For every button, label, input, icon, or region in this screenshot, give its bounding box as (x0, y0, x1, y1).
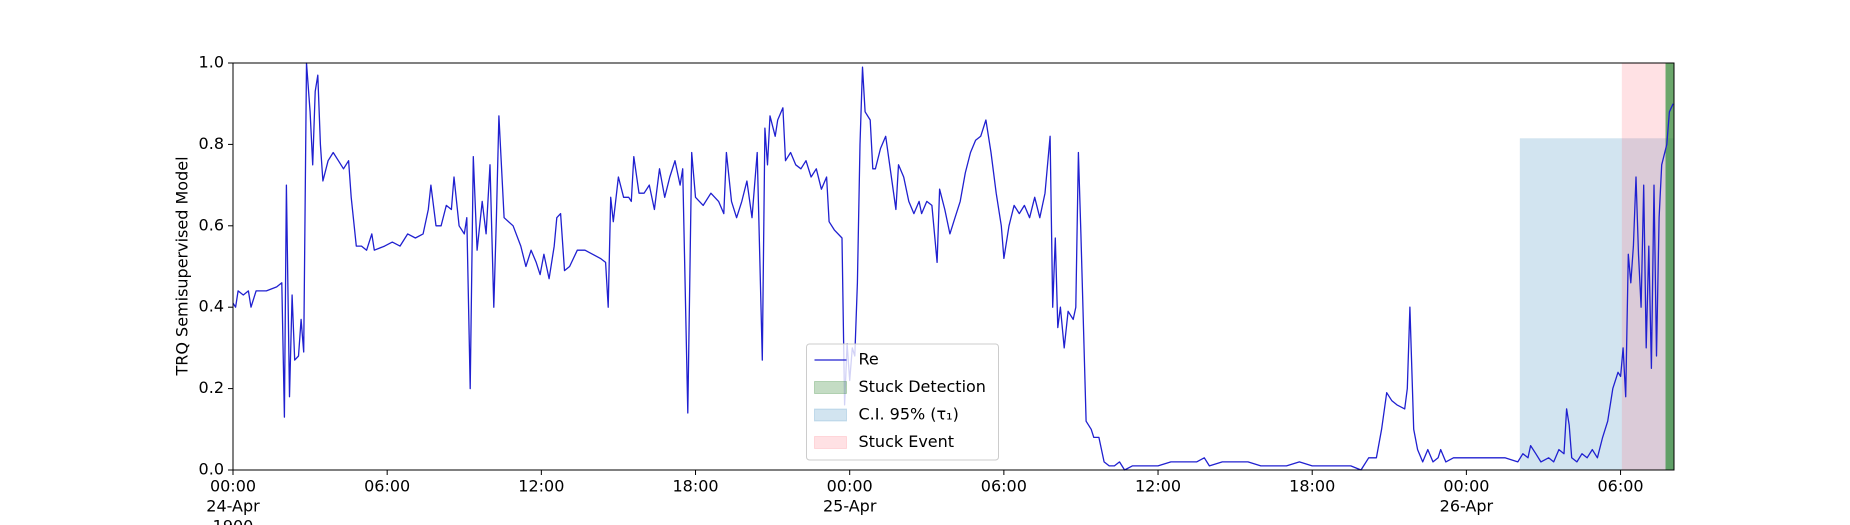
legend-swatch (814, 408, 847, 422)
plot-frame (232, 62, 1675, 471)
y-tick-label: 1.0 (199, 53, 224, 72)
x-tick-label: 06:00 (1597, 477, 1643, 496)
x-tick-label: 00:00 (1443, 477, 1489, 496)
y-tick-label: 0.0 (199, 460, 224, 479)
shaded-region (1665, 63, 1674, 470)
x-tick-label: 18:00 (1289, 477, 1335, 496)
x-tick-label: 06:00 (364, 477, 410, 496)
y-tick-label: 0.8 (199, 134, 224, 153)
x-tick-label: 18:00 (672, 477, 718, 496)
x-tick-label: 06:00 (981, 477, 1027, 496)
x-year-label: 1900 (213, 517, 254, 525)
legend-label: Re (859, 350, 879, 369)
legend-box (806, 343, 999, 461)
data-line (232, 62, 1674, 471)
legend-label: Stuck Detection (859, 377, 986, 396)
shaded-region (1519, 138, 1674, 471)
legend-label: C.I. 95% (τ₁) (859, 405, 959, 424)
x-tick-label: 00:00 (827, 477, 873, 496)
x-date-label: 25-Apr (823, 497, 877, 516)
legend-swatch (814, 381, 847, 394)
y-tick-label: 0.2 (199, 378, 224, 397)
x-tick-label: 12:00 (1135, 477, 1181, 496)
x-date-label: 26-Apr (1440, 497, 1494, 516)
y-axis-label: TRQ Semisupervised Model (173, 156, 192, 376)
x-date-label: 24-Apr (206, 497, 260, 516)
legend: Re Stuck Detection C.I. 95% (τ₁) Stuck Even… (806, 343, 999, 461)
legend-label: Stuck Event (859, 432, 955, 451)
y-tick-label: 0.6 (199, 215, 224, 234)
x-tick-label: 00:00 (210, 477, 256, 496)
legend-swatch (814, 436, 847, 449)
x-tick-label: 12:00 (518, 477, 564, 496)
y-tick-label: 0.4 (199, 297, 224, 316)
